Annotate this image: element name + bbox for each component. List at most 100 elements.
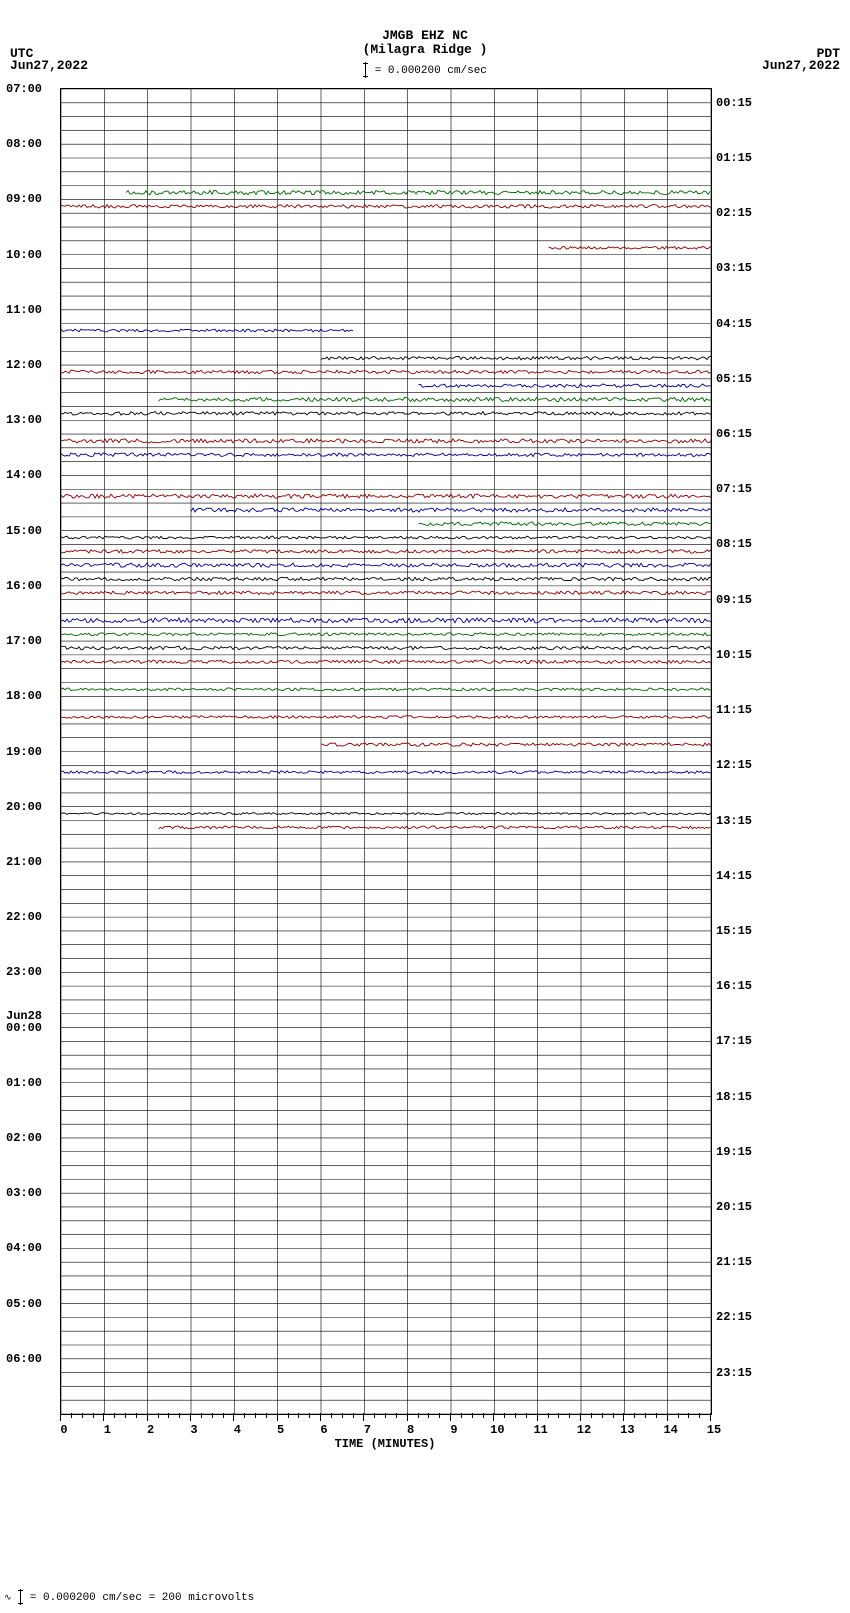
seismogram-page: JMGB EHZ NC (Milagra Ridge ) = 0.000200 … — [0, 0, 850, 1613]
left-hour-label: 15:00 — [6, 524, 42, 538]
right-hour-label: 10:15 — [716, 648, 752, 662]
x-major-tick — [407, 1413, 408, 1421]
left-hour-label: 10:00 — [6, 248, 42, 262]
x-major-tick — [233, 1413, 234, 1421]
x-major-tick — [103, 1413, 104, 1421]
x-tick-label: 7 — [357, 1423, 377, 1437]
x-minor-tick — [602, 1413, 603, 1418]
right-hour-label: 17:15 — [716, 1034, 752, 1048]
right-hour-label: 20:15 — [716, 1200, 752, 1214]
x-minor-tick — [179, 1413, 180, 1418]
right-hour-label: 16:15 — [716, 979, 752, 993]
x-major-tick — [493, 1413, 494, 1421]
x-minor-tick — [645, 1413, 646, 1418]
x-minor-tick — [418, 1413, 419, 1418]
x-axis-label: TIME (MINUTES) — [60, 1437, 710, 1451]
x-tick-label: 4 — [227, 1423, 247, 1437]
header: JMGB EHZ NC (Milagra Ridge ) = 0.000200 … — [0, 0, 850, 85]
x-minor-tick — [504, 1413, 505, 1418]
left-hour-label: 04:00 — [6, 1241, 42, 1255]
x-minor-tick — [201, 1413, 202, 1418]
footer-scale: ∿ = 0.000200 cm/sec = 200 microvolts — [4, 1589, 254, 1605]
x-minor-tick — [569, 1413, 570, 1418]
left-hour-label: 19:00 — [6, 745, 42, 759]
left-hour-label: 17:00 — [6, 634, 42, 648]
x-minor-tick — [82, 1413, 83, 1418]
x-minor-tick — [483, 1413, 484, 1418]
x-minor-tick — [212, 1413, 213, 1418]
date-left: Jun27,2022 — [10, 58, 88, 73]
right-hour-label: 02:15 — [716, 206, 752, 220]
x-minor-tick — [114, 1413, 115, 1418]
x-major-tick — [190, 1413, 191, 1421]
right-hour-label: 09:15 — [716, 593, 752, 607]
x-major-tick — [363, 1413, 364, 1421]
x-minor-tick — [374, 1413, 375, 1418]
x-major-tick — [667, 1413, 668, 1421]
x-major-tick — [147, 1413, 148, 1421]
x-minor-tick — [396, 1413, 397, 1418]
x-major-tick — [60, 1413, 61, 1421]
x-minor-tick — [158, 1413, 159, 1418]
right-hour-label: 01:15 — [716, 151, 752, 165]
x-minor-tick — [515, 1413, 516, 1418]
left-hour-label: 13:00 — [6, 413, 42, 427]
x-tick-label: 1 — [97, 1423, 117, 1437]
left-hour-label: 05:00 — [6, 1297, 42, 1311]
x-minor-tick — [309, 1413, 310, 1418]
right-hour-label: 00:15 — [716, 96, 752, 110]
right-hour-label: 04:15 — [716, 317, 752, 331]
right-hour-label: 05:15 — [716, 372, 752, 386]
x-major-tick — [710, 1413, 711, 1421]
right-hour-label: 19:15 — [716, 1145, 752, 1159]
x-minor-tick — [634, 1413, 635, 1418]
x-tick-label: 12 — [574, 1423, 594, 1437]
x-minor-tick — [255, 1413, 256, 1418]
x-minor-tick — [472, 1413, 473, 1418]
x-tick-label: 6 — [314, 1423, 334, 1437]
x-tick-label: 5 — [271, 1423, 291, 1437]
x-minor-tick — [699, 1413, 700, 1418]
x-minor-tick — [613, 1413, 614, 1418]
x-tick-label: 3 — [184, 1423, 204, 1437]
x-minor-tick — [439, 1413, 440, 1418]
x-minor-tick — [385, 1413, 386, 1418]
x-minor-tick — [342, 1413, 343, 1418]
left-hour-label: 12:00 — [6, 358, 42, 372]
left-hour-label: 02:00 — [6, 1131, 42, 1145]
left-hour-label: 11:00 — [6, 303, 42, 317]
x-minor-tick — [298, 1413, 299, 1418]
right-hour-label: 12:15 — [716, 758, 752, 772]
right-hour-label: 11:15 — [716, 703, 752, 717]
scale-bar-icon — [20, 1589, 21, 1605]
left-hour-label: 06:00 — [6, 1352, 42, 1366]
left-hour-label: 23:00 — [6, 965, 42, 979]
right-hour-label: 15:15 — [716, 924, 752, 938]
left-hour-label: 03:00 — [6, 1186, 42, 1200]
left-hour-label: 18:00 — [6, 689, 42, 703]
x-minor-tick — [428, 1413, 429, 1418]
scale-top: = 0.000200 cm/sec — [0, 62, 850, 78]
x-minor-tick — [591, 1413, 592, 1418]
x-minor-tick — [526, 1413, 527, 1418]
date-right: Jun27,2022 — [762, 58, 840, 73]
left-hour-label: 07:00 — [6, 82, 42, 96]
x-major-tick — [320, 1413, 321, 1421]
x-major-tick — [580, 1413, 581, 1421]
right-hour-label: 08:15 — [716, 537, 752, 551]
left-hour-label: 14:00 — [6, 468, 42, 482]
x-minor-tick — [71, 1413, 72, 1418]
helicorder-plot — [60, 88, 712, 1415]
right-hour-label: 18:15 — [716, 1090, 752, 1104]
scale-bar-icon — [365, 62, 366, 78]
x-minor-tick — [678, 1413, 679, 1418]
x-minor-tick — [266, 1413, 267, 1418]
x-minor-tick — [688, 1413, 689, 1418]
footer-scale-text: = 0.000200 cm/sec = 200 microvolts — [30, 1592, 254, 1604]
x-major-tick — [450, 1413, 451, 1421]
x-major-tick — [623, 1413, 624, 1421]
station-location: (Milagra Ridge ) — [0, 42, 850, 57]
left-hour-label: 22:00 — [6, 910, 42, 924]
x-minor-tick — [244, 1413, 245, 1418]
x-minor-tick — [168, 1413, 169, 1418]
